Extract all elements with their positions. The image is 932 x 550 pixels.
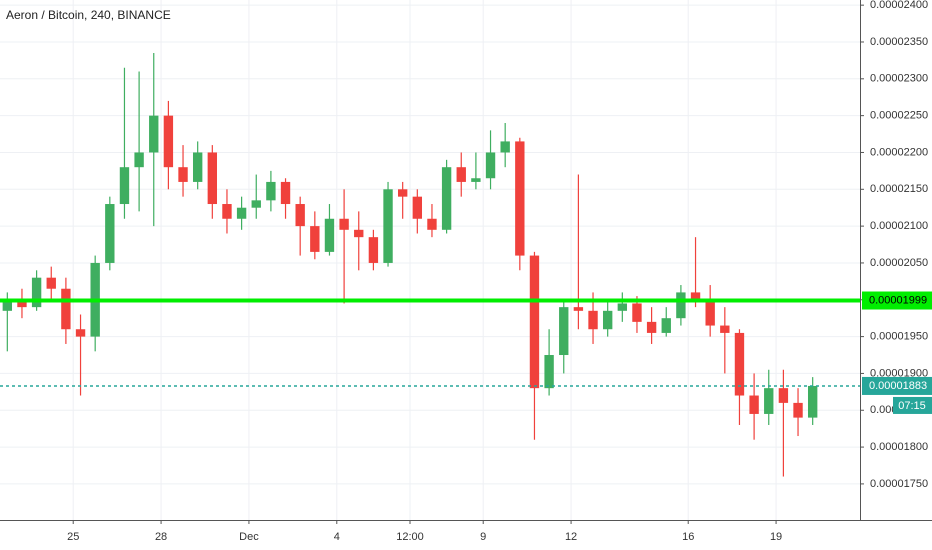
candle-body — [456, 167, 466, 182]
candle-body — [793, 402, 803, 418]
x-tick-label: 4 — [334, 531, 340, 543]
candle-body — [368, 237, 379, 263]
candle-body — [324, 218, 335, 252]
candle-body — [471, 178, 481, 182]
candle-body — [661, 318, 671, 333]
candle-body — [734, 332, 745, 396]
candle-body — [236, 207, 247, 219]
candle-body — [119, 167, 130, 205]
x-tick-label: 19 — [770, 531, 782, 543]
candle-body — [280, 181, 291, 205]
candle-body — [2, 299, 13, 311]
candles — [2, 53, 818, 477]
candle-body — [485, 152, 496, 179]
candle-body — [573, 307, 584, 311]
candle-body — [134, 152, 144, 168]
x-tick-label: Dec — [239, 531, 259, 543]
candle-body — [588, 310, 598, 330]
candle-body — [515, 141, 525, 256]
last-price-label: 0.00001883 — [869, 380, 927, 392]
price-line-label: 0.00001999 — [869, 294, 927, 306]
candle-body — [222, 204, 232, 219]
y-tick-label: 0.00002250 — [870, 110, 928, 122]
y-tick-label: 0.00002300 — [870, 73, 928, 85]
x-tick-label: 12:00 — [396, 531, 424, 543]
candle-body — [163, 115, 174, 168]
overlay — [0, 298, 860, 387]
y-tick-label: 0.00002150 — [870, 183, 928, 195]
candle-body — [192, 152, 203, 182]
y-tick-label: 0.00001950 — [870, 331, 928, 343]
y-tick-label: 0.00002400 — [870, 0, 928, 11]
candle-body — [602, 310, 613, 330]
candle-body — [690, 292, 701, 300]
candle-body — [705, 299, 715, 326]
candle-body — [500, 141, 510, 153]
y-tick-label: 0.00001750 — [870, 478, 928, 490]
candle-body — [75, 329, 86, 337]
candle-body — [544, 355, 554, 389]
y-tick-label: 0.00002350 — [870, 36, 928, 48]
candle-body — [632, 303, 642, 322]
candle-body — [61, 288, 71, 330]
candle-body — [617, 303, 628, 311]
chart-title: Aeron / Bitcoin, 240, BINANCE — [6, 8, 171, 22]
candle-body — [383, 189, 393, 263]
candle-body — [31, 277, 42, 308]
candle-body — [764, 388, 774, 414]
candle-body — [310, 226, 320, 252]
x-tick-label: 25 — [67, 531, 79, 543]
candle-body — [807, 385, 818, 418]
y-tick-label: 0.00002050 — [870, 257, 928, 269]
x-tick-label: 12 — [565, 531, 577, 543]
x-tick-label: 28 — [155, 531, 167, 543]
candle-body — [339, 218, 349, 230]
candle-body — [46, 277, 56, 289]
y-tick-label: 0.00002200 — [870, 146, 928, 158]
candle-body — [266, 181, 276, 201]
y-tick-label: 0.00001900 — [870, 367, 928, 379]
price-line-label-box — [862, 291, 932, 310]
candle-body — [149, 115, 159, 153]
y-tick-label: 0.00002100 — [870, 220, 928, 232]
countdown-box — [893, 396, 932, 414]
candle-body — [646, 321, 657, 333]
candle-body — [295, 204, 305, 227]
candle-body — [412, 196, 423, 219]
candle-body — [178, 167, 188, 182]
candle-body — [441, 167, 452, 230]
candle-body — [397, 189, 408, 197]
countdown-label: 07:15 — [898, 400, 926, 412]
candle-body — [427, 218, 437, 230]
candle-body — [749, 395, 759, 414]
candle-body — [207, 152, 218, 205]
candle-body — [559, 307, 569, 356]
candle-body — [778, 388, 789, 403]
x-tick-label: 9 — [480, 531, 486, 543]
candle-body — [529, 255, 540, 389]
candle-body — [354, 229, 364, 238]
y-tick-label: 0.00001800 — [870, 441, 928, 453]
candle-body — [17, 299, 27, 308]
candle-body — [105, 204, 115, 263]
candle-body — [676, 292, 686, 319]
x-tick-label: 16 — [682, 531, 694, 543]
last-price-label-box — [862, 376, 932, 395]
candle-body — [251, 200, 261, 208]
candle-body — [720, 325, 730, 333]
